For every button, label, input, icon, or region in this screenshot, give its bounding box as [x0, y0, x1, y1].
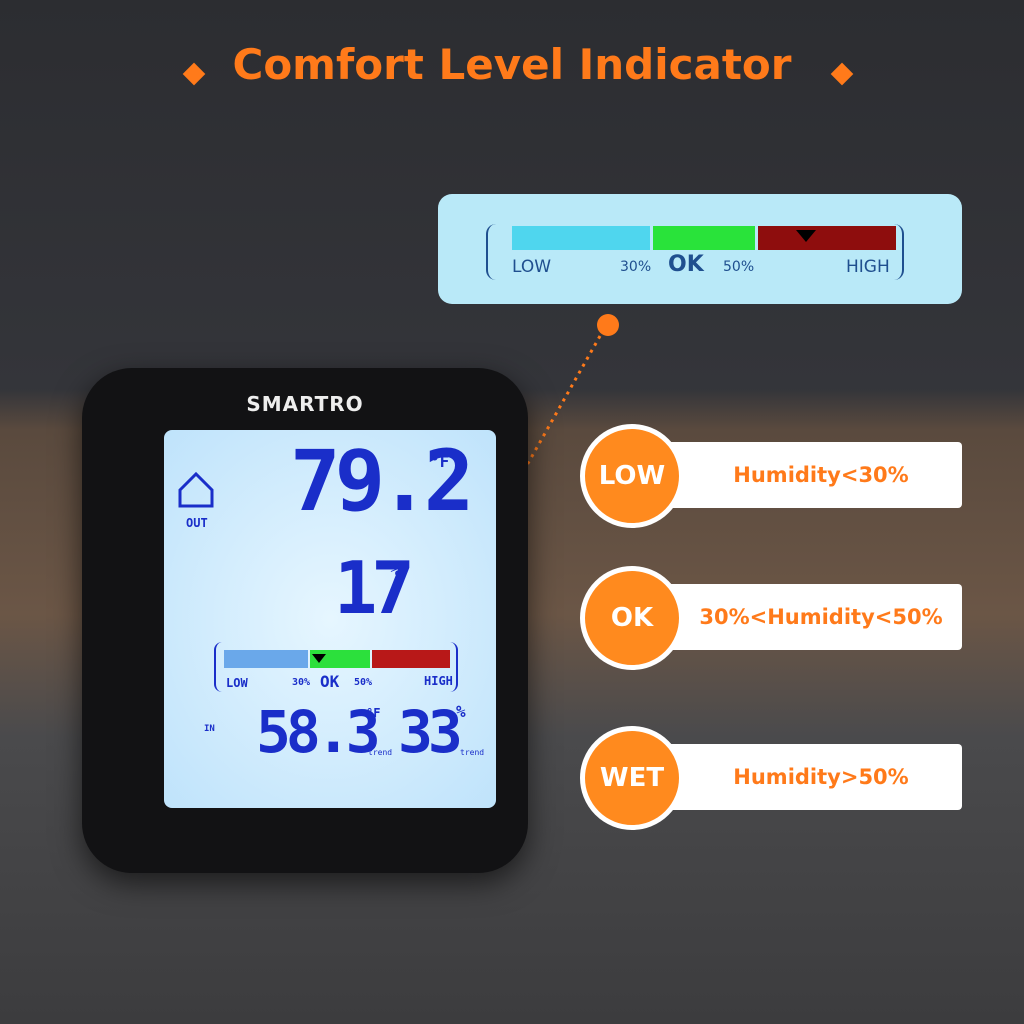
indicator-callout: LOW 30% OK 50% HIGH — [438, 194, 962, 304]
indoor-humidity: 33 — [398, 698, 463, 766]
level-label: LOW — [580, 424, 684, 528]
level-description: 30%<Humidity<50% — [640, 584, 962, 650]
level-description: Humidity>50% — [640, 744, 962, 810]
indoor-temperature: 58.3 — [256, 698, 381, 766]
indoor-temperature-unit: °F — [366, 706, 381, 720]
outdoor-humidity: 17 — [334, 546, 415, 630]
lcd-screen: OUT 79.2 °F 17 % LOW 30% OK 50% HIGH IN … — [164, 430, 496, 808]
high-label: HIGH — [846, 257, 890, 277]
title: Comfort Level Indicator — [232, 40, 792, 89]
ok-label: OK — [668, 252, 704, 277]
comfort-high-threshold: 50% — [354, 677, 373, 688]
low-threshold: 30% — [620, 259, 652, 275]
thermometer-device: SMARTRO OUT 79.2 °F 17 % LOW 30% OK 50% … — [82, 368, 528, 873]
level-label: OK — [580, 566, 684, 670]
level-description: Humidity<30% — [640, 442, 962, 508]
low-label: LOW — [512, 257, 552, 277]
comfort-high: HIGH — [424, 674, 453, 688]
indoor-humidity-unit: % — [456, 702, 466, 721]
indoor-humidity-trend: trend — [460, 748, 485, 757]
outdoor-label: OUT — [186, 516, 208, 530]
outdoor-temperature-unit: °F — [430, 452, 450, 471]
indoor-temperature-trend: trend — [368, 748, 393, 757]
outdoor-humidity-unit: % — [390, 560, 401, 581]
comfort-ok: OK — [320, 672, 340, 691]
outdoor-temperature: 79.2 — [290, 432, 474, 530]
brand: SMARTRO — [246, 392, 364, 416]
comfort-low: LOW — [226, 676, 248, 690]
indoor-label: IN — [204, 724, 215, 734]
level-label: WET — [580, 726, 684, 830]
high-threshold: 50% — [723, 259, 755, 275]
comfort-low-threshold: 30% — [292, 677, 311, 688]
